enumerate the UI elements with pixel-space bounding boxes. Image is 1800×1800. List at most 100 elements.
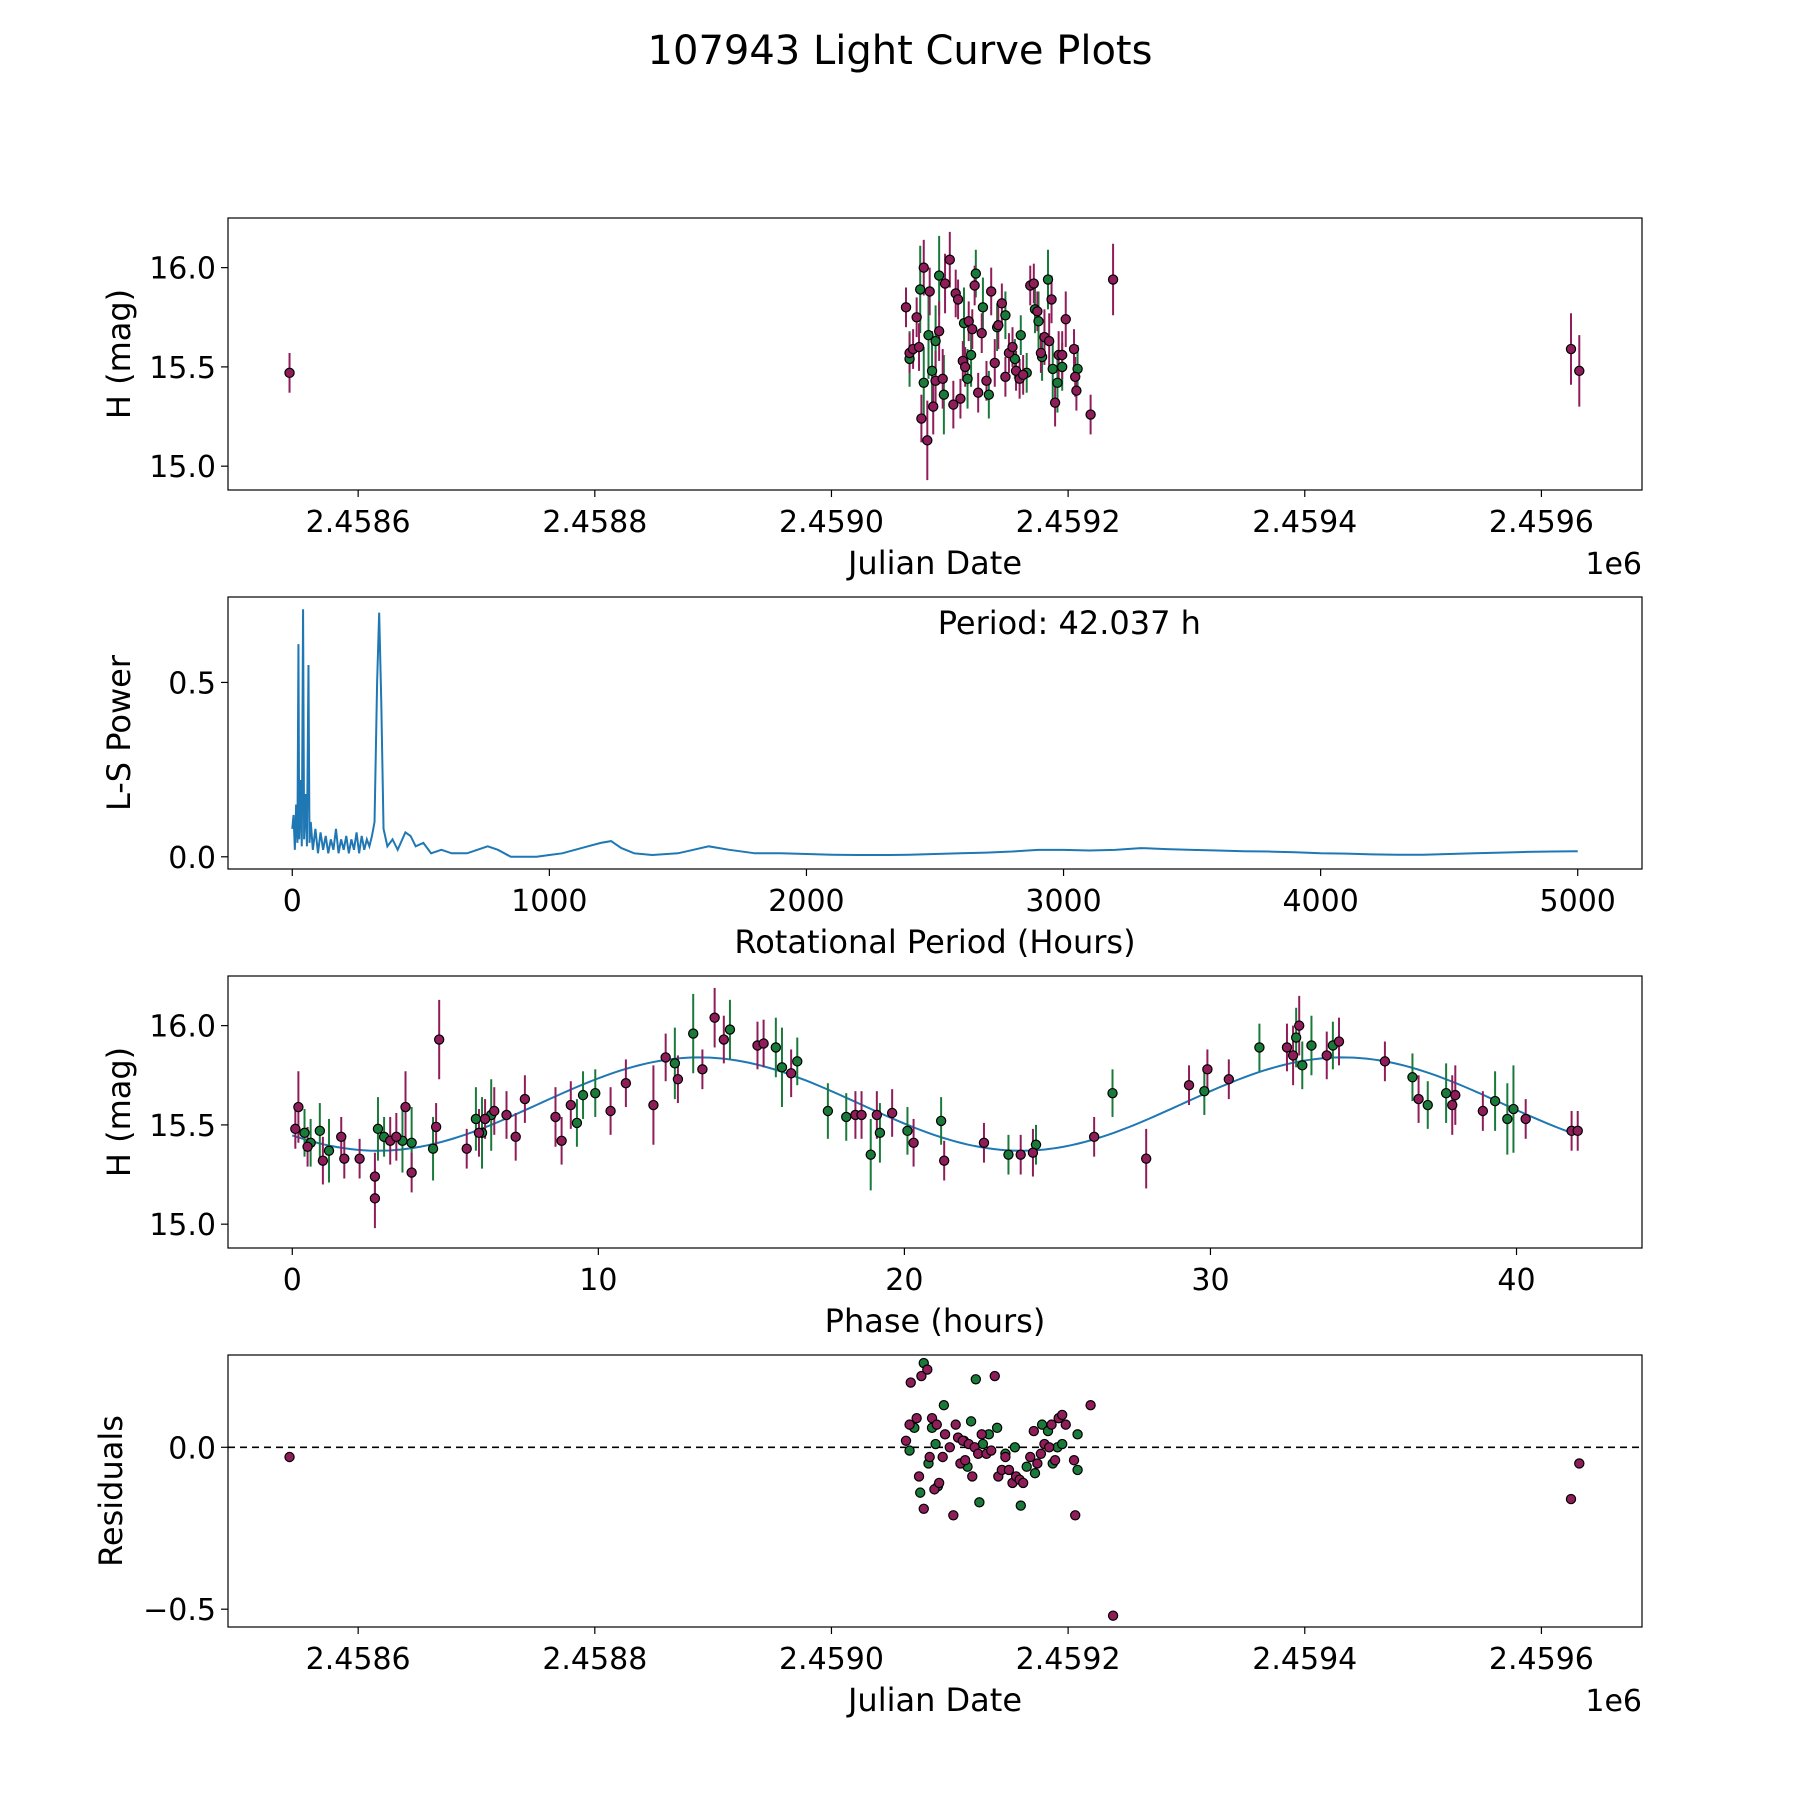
residuals-point-g <box>1029 1467 1041 1479</box>
lightcurve-point-g <box>1052 377 1063 388</box>
residuals-point-g <box>904 1445 915 1456</box>
lightcurve-offset-label: 1e6 <box>1585 547 1642 582</box>
residuals-point-r <box>986 1445 997 1456</box>
lightcurve-point-r <box>972 387 984 398</box>
lightcurve-point-g <box>977 302 989 313</box>
phased-point-g <box>1502 1113 1513 1125</box>
phased-point-r <box>886 1107 898 1119</box>
phased-xtick-label: 10 <box>579 1263 617 1298</box>
phased-point-g <box>323 1145 335 1156</box>
residuals-point-r <box>1003 1464 1015 1476</box>
phased-axes-frame <box>227 975 1643 1249</box>
phased-panel: 0 10 20 30 40 15.0 15.5 16.0 Phase (hours) H (mag… <box>100 975 1643 1340</box>
residuals-point-r <box>1025 1451 1036 1463</box>
residuals-point-r <box>1046 1419 1057 1430</box>
phased-point-g <box>372 1123 384 1135</box>
phased-point-g <box>314 1125 326 1137</box>
lightcurve-xtick-label: 2.4590 <box>779 505 884 540</box>
phased-point-g <box>1489 1095 1501 1107</box>
phased-point-r <box>391 1131 402 1143</box>
residuals-ytick-label: −0.5 <box>143 1593 216 1628</box>
residuals-point-r <box>967 1471 978 1482</box>
residuals-point-r <box>916 1370 927 1382</box>
lightcurve-point-r <box>955 393 966 404</box>
residuals-point-r <box>1060 1419 1071 1430</box>
lightcurve-ytick-label: 15.5 <box>149 351 216 386</box>
phased-point-r <box>709 1012 720 1023</box>
phased-point-g <box>841 1111 852 1123</box>
periodogram-xtick-label: 1000 <box>511 884 587 919</box>
phased-xlabel: Phase (hours) <box>825 1302 1046 1340</box>
phased-point-r <box>550 1111 561 1123</box>
phased-point-g <box>935 1115 947 1127</box>
residuals-point-r <box>937 1451 948 1463</box>
phased-point-r <box>565 1099 576 1111</box>
phased-point-r <box>1450 1089 1461 1101</box>
phased-point-r <box>718 1034 730 1045</box>
phased-point-g <box>590 1087 601 1099</box>
phased-point-g <box>1107 1087 1118 1099</box>
lightcurve-point-r <box>989 357 1000 369</box>
residuals-xtick-label: 2.4586 <box>306 1642 411 1677</box>
lightcurve-point-r <box>1068 343 1080 355</box>
lightcurve-point-r <box>1032 306 1043 317</box>
phased-point-r <box>290 1123 301 1135</box>
phased-point-g <box>669 1058 681 1069</box>
lightcurve-axes-frame <box>227 217 1643 491</box>
residuals-point-r <box>1049 1455 1061 1466</box>
phased-point-g <box>427 1143 439 1154</box>
residuals-point-r <box>1085 1399 1096 1411</box>
phased-point-r <box>501 1109 512 1121</box>
lightcurve-point-g <box>1047 363 1058 375</box>
lightcurve-point-r <box>1085 409 1096 420</box>
lightcurve-point-g <box>933 270 945 281</box>
residuals-point-g <box>991 1422 1003 1434</box>
lightcurve-point-g <box>1033 316 1044 327</box>
phased-point-r <box>1183 1079 1195 1091</box>
phased-point-r <box>1413 1093 1424 1105</box>
lightcurve-panel: 2.4586 2.4588 2.4590 2.4592 2.4594 2.4596 15.0… <box>100 217 1643 582</box>
phased-point-r <box>1140 1153 1152 1164</box>
lightcurve-ylabel: H (mag) <box>100 289 138 419</box>
residuals-point-r <box>900 1435 912 1447</box>
phased-point-r <box>758 1038 769 1049</box>
phased-point-g <box>822 1105 834 1117</box>
lightcurve-point-g <box>1015 329 1026 341</box>
residuals-point-r <box>944 1442 955 1453</box>
periodogram-period-annotation: Period: 42.037 h <box>938 604 1201 642</box>
residuals-point-r <box>1035 1448 1047 1459</box>
phased-point-g <box>1508 1103 1519 1115</box>
lightcurve-point-g <box>962 373 973 385</box>
residuals-point-r <box>1043 1442 1055 1453</box>
lightcurve-point-r <box>1043 335 1055 347</box>
lightcurve-point-r <box>967 323 978 335</box>
phased-point-g <box>902 1125 913 1137</box>
residuals-point-r <box>911 1412 922 1424</box>
phased-point-r <box>293 1101 304 1113</box>
residuals-point-r <box>1032 1458 1043 1469</box>
lightcurve-point-r <box>1574 365 1585 377</box>
residuals-plot-area <box>228 1357 1642 1621</box>
lightcurve-point-g <box>926 365 938 377</box>
phased-point-r <box>400 1101 411 1113</box>
residuals-axes-frame <box>227 1354 1643 1628</box>
phased-point-r <box>1287 1050 1299 1061</box>
lightcurve-point-r <box>1057 349 1068 361</box>
lightcurve-point-g <box>1042 274 1054 285</box>
residuals-point-r <box>1017 1477 1029 1489</box>
residuals-point-r <box>924 1451 935 1463</box>
periodogram-xtick-label: 0 <box>283 884 302 919</box>
phased-point-r <box>369 1193 381 1204</box>
lightcurve-xtick-label: 2.4586 <box>306 505 411 540</box>
phased-point-r <box>433 1034 445 1045</box>
residuals-point-r <box>1028 1425 1040 1437</box>
periodogram-xtick-label: 5000 <box>1540 884 1616 919</box>
phased-point-g <box>724 1024 736 1035</box>
phased-point-r <box>339 1153 350 1164</box>
phased-xtick-label: 0 <box>283 1263 302 1298</box>
residuals-point-g <box>930 1438 941 1450</box>
phased-xtick-label: 30 <box>1191 1263 1229 1298</box>
residuals-point-r <box>904 1419 915 1430</box>
lightcurve-point-r <box>918 262 929 273</box>
